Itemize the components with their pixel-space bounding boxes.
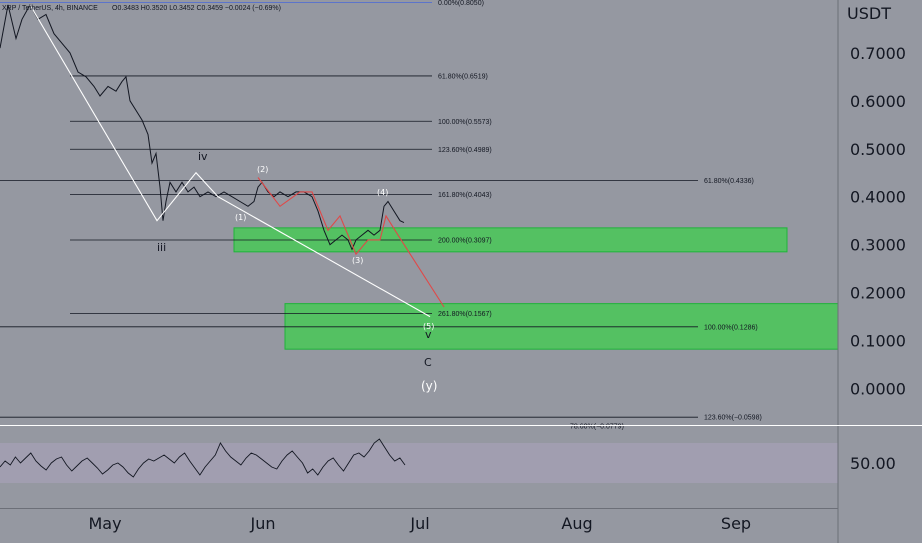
- fib-levels: 0.00%(0.8050) 61.80%(0.6519) 100.00%(0.557…: [0, 0, 762, 430]
- wave-count-line: [29, 4, 431, 318]
- wave-label-iv: iv: [198, 150, 208, 163]
- wave-label-5: (5): [423, 322, 434, 331]
- wave-label-2: (2): [257, 165, 268, 174]
- price-tick-label: 0.1000: [850, 332, 906, 351]
- fib-label-4: 161.80%(0.4043): [438, 192, 492, 199]
- time-tick-label: May: [88, 514, 121, 533]
- fib-label-10: 78.60%(−0.0779): [570, 423, 624, 430]
- price-tick-label: 0.4000: [850, 188, 906, 207]
- wave-label-y: (y): [421, 379, 437, 393]
- fib-label-3: 123.60%(0.4989): [438, 147, 492, 154]
- fib-label-9: 123.60%(−0.0598): [704, 415, 762, 422]
- oscillator: [0, 438, 406, 478]
- wave-label-3: (3): [352, 256, 363, 265]
- time-tick-label: Jul: [409, 514, 429, 533]
- time-tick-label: Sep: [721, 514, 751, 533]
- fib-label-2: 100.00%(0.5573): [438, 119, 492, 126]
- fib-label-8: 100.00%(0.1286): [704, 324, 758, 331]
- target-zones: [233, 227, 839, 350]
- legend-symbol[interactable]: XRP / TetherUS, 4h, BINANCE: [2, 5, 98, 12]
- price-tick-label: 0.0000: [850, 380, 906, 399]
- fib-label-5: 200.00%(0.3097): [438, 237, 492, 244]
- fib-label-6: 261.80%(0.1567): [438, 311, 492, 318]
- wave-label-4: (4): [377, 188, 388, 197]
- target-zone-2: [284, 303, 839, 350]
- price-axis-unit[interactable]: USDT: [847, 4, 891, 23]
- price-tick-label: 0.7000: [850, 44, 906, 63]
- price-line: [0, 3, 405, 251]
- fib-label-1: 61.80%(0.6519): [438, 73, 488, 80]
- price-tick-label: 0.2000: [850, 284, 906, 303]
- price-axis-ticks[interactable]: 0.7000 0.6000 0.5000 0.4000 0.3000 0.2000 0.10…: [850, 44, 906, 399]
- price-tick-label: 0.5000: [850, 140, 906, 159]
- fib-label-0: 0.00%(0.8050): [438, 0, 484, 7]
- osc-band: [0, 443, 838, 483]
- fib-label-7: 61.80%(0.4336): [704, 178, 754, 185]
- time-tick-label: Aug: [561, 514, 592, 533]
- wave-label-iii: iii: [157, 241, 166, 254]
- projection-line: [257, 177, 445, 308]
- wave-label-1: (1): [235, 213, 246, 222]
- price-tick-label: 0.6000: [850, 92, 906, 111]
- osc-tick-label: 50.00: [850, 454, 896, 473]
- main-pane-bg: [0, 0, 838, 425]
- price-tick-label: 0.3000: [850, 236, 906, 255]
- oscillator-line: [0, 438, 406, 478]
- legend-ohlc: O0.3483 H0.3520 L0.3452 C0.3459 −0.0024 …: [112, 5, 281, 12]
- wave-label-v: v: [425, 328, 432, 341]
- time-axis-ticks[interactable]: May Jun Jul Aug Sep: [88, 514, 751, 533]
- time-tick-label: Jun: [250, 514, 276, 533]
- wave-label-c: C: [424, 356, 432, 369]
- series-lines: [0, 3, 445, 318]
